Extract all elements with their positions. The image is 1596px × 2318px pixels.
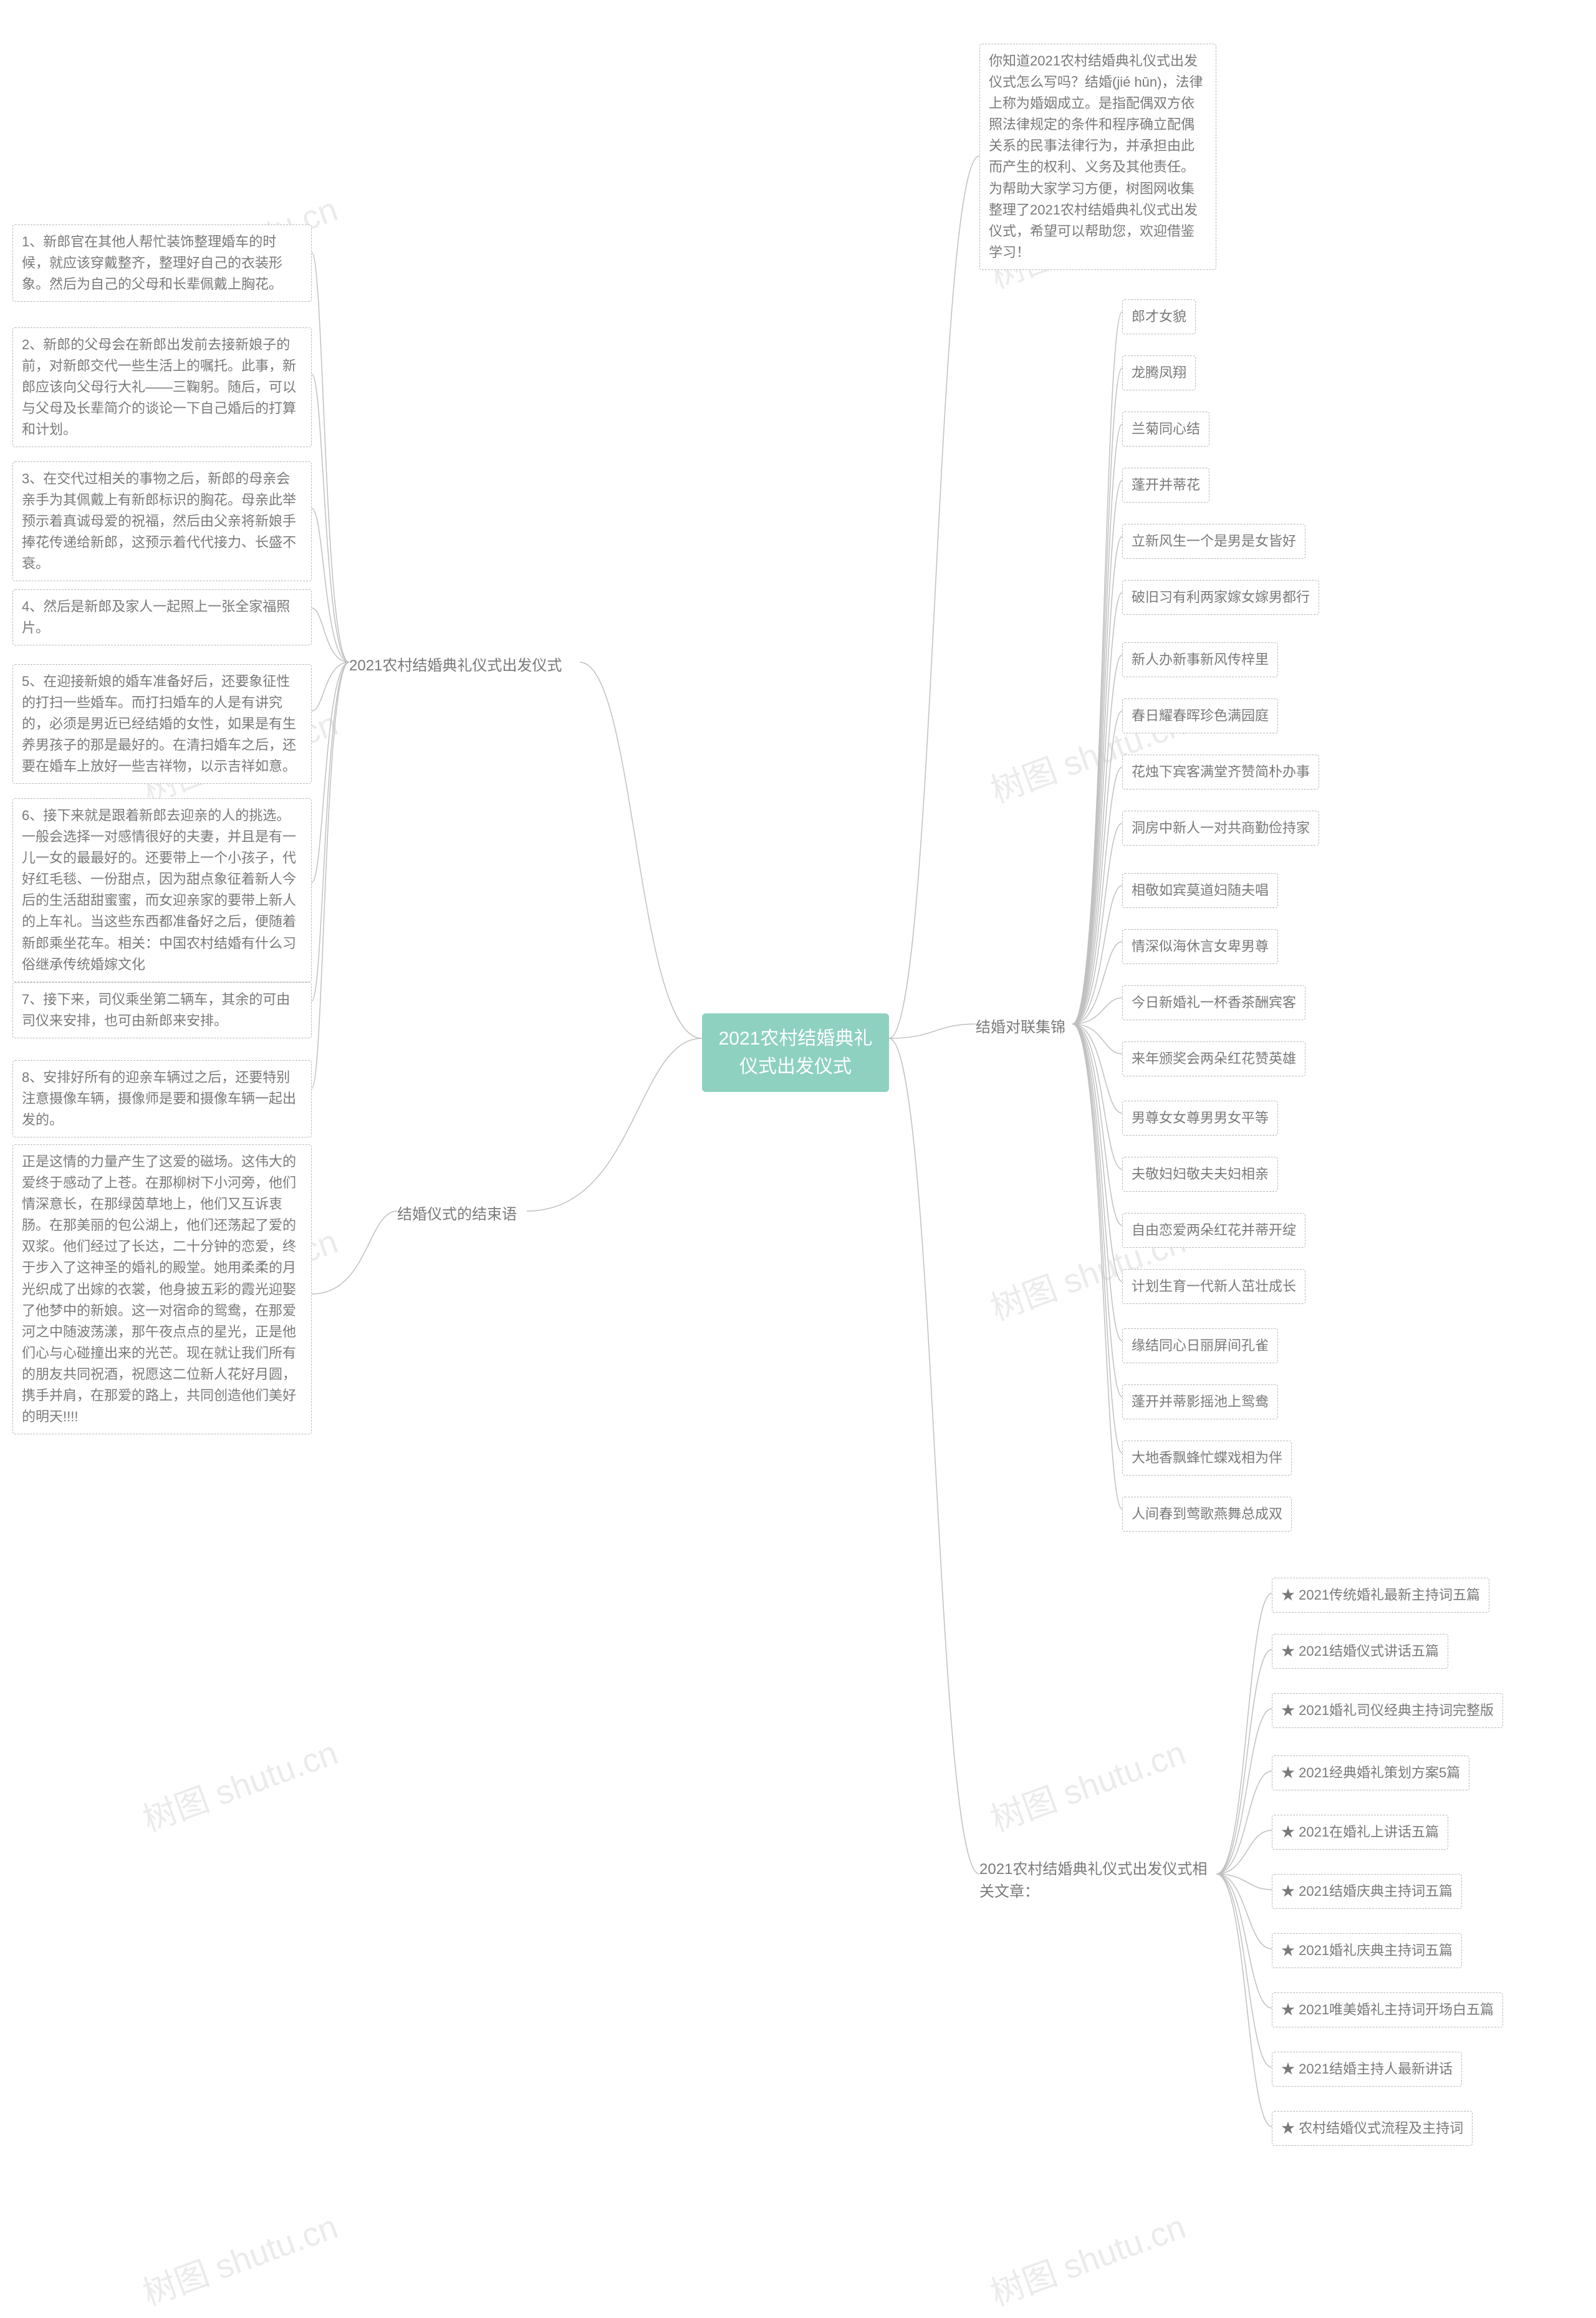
couplet-leaf: 郎才女貌	[1122, 299, 1196, 334]
couplet-leaf: 来年颁奖会两朵红花赞英雄	[1122, 1041, 1305, 1076]
couplet-leaf: 男尊女女尊男男女平等	[1122, 1101, 1278, 1136]
related-leaf: ★ 2021结婚庆典主持词五篇	[1272, 1874, 1462, 1909]
couplet-leaf: 洞房中新人一对共商勤俭持家	[1122, 811, 1319, 846]
related-leaf: ★ 2021经典婚礼策划方案5篇	[1272, 1755, 1469, 1790]
branch-related-label[interactable]: 2021农村结婚典礼仪式出发仪式相关文章：	[979, 1858, 1216, 1903]
couplet-leaf: 缘结同心日丽屏间孔雀	[1122, 1328, 1278, 1363]
branch-closing-label[interactable]: 结婚仪式的结束语	[397, 1204, 517, 1226]
couplet-leaf: 花烛下宾客满堂齐赞简朴办事	[1122, 755, 1319, 790]
couplet-leaf: 计划生育一代新人茁壮成长	[1122, 1269, 1305, 1304]
couplet-leaf: 蓬开并蒂影摇池上鸳鸯	[1122, 1384, 1278, 1419]
couplet-leaf: 今日新婚礼一杯香茶酬宾客	[1122, 985, 1305, 1020]
procedure-leaf: 5、在迎接新娘的婚车准备好后，还要象征性的打扫一些婚车。而打扫婚车的人是有讲究的…	[12, 664, 312, 784]
couplet-leaf: 相敬如宾莫道妇随夫唱	[1122, 873, 1278, 908]
watermark: 树图 shutu.cn	[983, 1725, 1191, 1841]
couplet-leaf: 人间春到莺歌燕舞总成双	[1122, 1497, 1292, 1532]
couplet-leaf: 自由恋爱两朵红花并蒂开绽	[1122, 1213, 1305, 1248]
procedure-leaf: 2、新郎的父母会在新郎出发前去接新娘子的前，对新郎交代一些生活上的嘱托。此事，新…	[12, 327, 312, 447]
couplet-leaf: 立新风生一个是男是女皆好	[1122, 524, 1305, 559]
related-leaf: ★ 2021唯美婚礼主持词开场白五篇	[1272, 1992, 1503, 2027]
couplet-leaf: 新人办新事新风传梓里	[1122, 642, 1278, 677]
couplet-leaf: 蓬开并蒂花	[1122, 468, 1209, 503]
couplet-leaf: 破旧习有利两家嫁女嫁男都行	[1122, 580, 1319, 615]
procedure-leaf: 3、在交代过相关的事物之后，新郎的母亲会亲手为其佩戴上有新郎标识的胸花。母亲此举…	[12, 461, 312, 581]
related-leaf: ★ 农村结婚仪式流程及主持词	[1272, 2111, 1473, 2146]
branch-couplets-label[interactable]: 结婚对联集锦	[976, 1017, 1065, 1039]
related-leaf: ★ 2021在婚礼上讲话五篇	[1272, 1815, 1448, 1850]
couplet-leaf: 夫敬妇妇敬夫夫妇相亲	[1122, 1157, 1278, 1192]
related-leaf: ★ 2021结婚仪式讲话五篇	[1272, 1634, 1448, 1669]
center-topic[interactable]: 2021农村结婚典礼仪式出发仪式	[702, 1013, 889, 1092]
procedure-leaf: 8、安排好所有的迎亲车辆过之后，还要特别注意摄像车辆，摄像师是要和摄像车辆一起出…	[12, 1060, 312, 1137]
procedure-leaf: 1、新郎官在其他人帮忙装饰整理婚车的时候，就应该穿戴整齐，整理好自己的衣装形象。…	[12, 225, 312, 302]
closing-leaf: 正是这情的力量产生了这爱的磁场。这伟大的爱终于感动了上苍。在那柳树下小河旁，他们…	[12, 1144, 312, 1434]
procedure-leaf: 7、接下来，司仪乘坐第二辆车，其余的可由司仪来安排，也可由新郎来安排。	[12, 982, 312, 1038]
related-leaf: ★ 2021婚礼司仪经典主持词完整版	[1272, 1693, 1503, 1728]
couplet-leaf: 情深似海休言女卑男尊	[1122, 929, 1278, 964]
couplet-leaf: 龙腾凤翔	[1122, 355, 1196, 390]
procedure-leaf: 6、接下来就是跟着新郎去迎亲的人的挑选。一般会选择一对感情很好的夫妻，并且是有一…	[12, 798, 312, 982]
procedure-leaf: 4、然后是新郎及家人一起照上一张全家福照片。	[12, 589, 312, 645]
couplet-leaf: 兰菊同心结	[1122, 412, 1209, 447]
watermark: 树图 shutu.cn	[135, 2199, 343, 2315]
related-leaf: ★ 2021传统婚礼最新主持词五篇	[1272, 1578, 1489, 1613]
couplet-leaf: 春日耀春晖珍色满园庭	[1122, 698, 1278, 733]
intro-leaf: 你知道2021农村结婚典礼仪式出发仪式怎么写吗？结婚(jié hūn)，法律上称…	[979, 44, 1216, 270]
watermark: 树图 shutu.cn	[983, 2199, 1191, 2315]
branch-procedure-label[interactable]: 2021农村结婚典礼仪式出发仪式	[349, 655, 562, 677]
related-leaf: ★ 2021结婚主持人最新讲话	[1272, 2052, 1462, 2087]
related-leaf: ★ 2021婚礼庆典主持词五篇	[1272, 1933, 1462, 1968]
watermark: 树图 shutu.cn	[135, 1725, 343, 1841]
couplet-leaf: 大地香飘蜂忙蝶戏相为伴	[1122, 1441, 1292, 1475]
